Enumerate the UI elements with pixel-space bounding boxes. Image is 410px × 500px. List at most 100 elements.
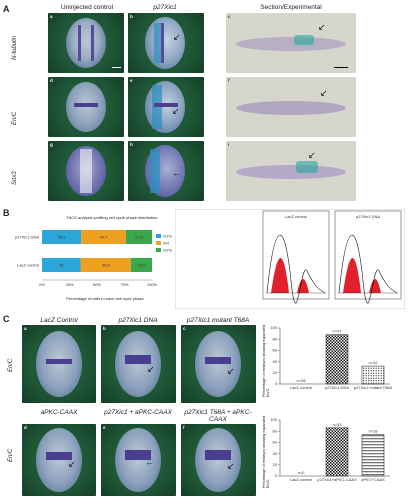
b-xlabel: Percentage of cells in each cell cycle p… (66, 296, 144, 301)
c-band-d (46, 452, 72, 460)
b-x-tick: 50% (93, 282, 101, 287)
image-c: c ↙ (226, 13, 356, 73)
sublabel-d: d (50, 78, 53, 83)
b-histo-title: p27Xic1 DNA (356, 214, 380, 219)
b-category-label: p27Xic1 DNA (15, 235, 39, 240)
c-bar2-ylabel: Percentage of embryos showing expanded E… (262, 416, 270, 488)
c-bar1-y-tick-label: 20 (273, 370, 278, 375)
c-image-e: e ← (101, 424, 176, 496)
b-bar-segment (81, 230, 126, 244)
c-sublabel-f: f (183, 425, 185, 430)
c-bar2-bar (361, 434, 385, 477)
image-h: h ← (128, 141, 204, 201)
c-bar2-category-label: aPKC+CAAX (361, 477, 385, 482)
b-bar-value: 19.2 (138, 263, 147, 268)
c-sublabel-c: c (183, 326, 186, 331)
b-histograms: LacZ control p27Xic1 DNA (175, 209, 405, 309)
c-bar1-y-tick-label: 0 (275, 381, 278, 386)
c-bar2-bar-n: n=0 (298, 470, 306, 475)
c-image-d: d ↙ (22, 424, 96, 496)
c-sublabel-e: e (103, 425, 106, 430)
c-bar2-y-tick-label: 20 (273, 462, 278, 467)
c-bar1-y-tick-label: 80 (273, 336, 278, 341)
col-head-section: Section/Experimental (260, 4, 322, 11)
stripe-b (161, 23, 164, 63)
b-histo-outline (266, 235, 326, 304)
c-bar1-bar (325, 334, 349, 385)
c-bar2-bar (325, 427, 349, 477)
c-title-d: aPKC-CAAX (40, 409, 78, 416)
c-band-e (125, 450, 151, 460)
c-arrow-b: ↙ (147, 364, 155, 374)
image-b: b ↙ (128, 13, 204, 73)
b-histo-title: LacZ control (285, 214, 307, 219)
c-arrow-d: ↙ (68, 459, 76, 469)
row-head-ntubulin: N-tubulin (12, 35, 18, 60)
c-band-c (205, 357, 231, 364)
c-title-a: LacZ Control (40, 317, 78, 324)
image-d: d (48, 77, 124, 137)
sublabel-f: f (228, 78, 230, 83)
section-band-f (236, 101, 346, 115)
b-legend-label: G1% (163, 234, 172, 239)
c-title-b: p27Xic1 DNA (118, 317, 158, 324)
panel-a-letter: A (3, 4, 10, 14)
band-d (74, 103, 98, 107)
b-bar-segment (130, 258, 152, 272)
b-legend-label: S% (163, 241, 170, 246)
c-bar2-category-label: p27Xic1+aPKC-CAAX (317, 477, 357, 482)
c-sublabel-a: a (24, 326, 27, 331)
c-image-b: b ↙ (101, 325, 176, 403)
stripe-a2 (91, 25, 94, 61)
image-f: f ↙ (226, 77, 356, 137)
embryo-b (145, 17, 185, 69)
c-bar2-y-tick-label: 0 (275, 473, 278, 478)
c-bar2-category-label: LacZ control (290, 477, 312, 482)
b-legend-swatch (156, 234, 161, 238)
section-band-c (236, 37, 346, 51)
c-bar1-category-label: p27Xic1 mutant T68A (354, 385, 393, 390)
c-arrow-e: ← (145, 457, 154, 467)
c-bar2-y-tick-label: 40 (273, 451, 278, 456)
midline-g (80, 149, 92, 193)
b-bar-value: 23.8 (135, 235, 144, 240)
c-band-f (205, 450, 231, 460)
stripe-a1 (78, 25, 81, 61)
b-legend-swatch (156, 248, 161, 252)
c-image-f: f ↙ (181, 424, 256, 496)
c-bar1-y-tick-label: 60 (273, 348, 278, 353)
c-bar2-y-tick-label: 100 (270, 417, 277, 422)
b-bar-title: FACS analysis profiling cell cycle phase… (66, 215, 158, 220)
sublabel-e: e (130, 78, 133, 83)
c-image-c: c ↙ (181, 325, 256, 403)
c-image-a: a (22, 325, 96, 403)
b-bar-segment (125, 230, 153, 244)
c-title-e: p27Xic1 + aPKC-CAAX (104, 409, 172, 416)
b-legend-label: G2% (163, 248, 172, 253)
c-embryo-b (115, 331, 161, 397)
section-stain-i (296, 161, 318, 173)
c-bar1-category-label: p27Xic1 DNA (325, 385, 349, 390)
b-legend-swatch (156, 241, 161, 245)
c-bar1-bar-n: n=38 (296, 378, 306, 383)
c-sublabel-d: d (24, 425, 27, 430)
b-category-label: LacZ control (17, 263, 39, 268)
c-row-head-1: En/C (8, 358, 14, 372)
arrow-c: ↙ (318, 22, 326, 32)
c-band-a (46, 359, 72, 364)
scale-bar-a (112, 67, 121, 68)
row-head-sox3: Sox3 (12, 171, 18, 185)
sublabel-a: a (50, 14, 53, 19)
injected-side-b (154, 23, 161, 63)
section-stain-c (294, 35, 314, 45)
sublabel-g: g (50, 142, 53, 147)
b-histo-g1-peak (343, 258, 361, 293)
c-arrow-f: ↙ (227, 461, 235, 471)
c-bar1-ylabel: Percentage of embryos showing expanded E… (262, 325, 270, 397)
image-e: e ↙ (128, 77, 204, 137)
c-embryo-e (115, 428, 161, 492)
embryo-d (66, 82, 106, 132)
b-histo-g1-peak (271, 258, 289, 293)
b-bar-value: 40.7 (100, 235, 109, 240)
